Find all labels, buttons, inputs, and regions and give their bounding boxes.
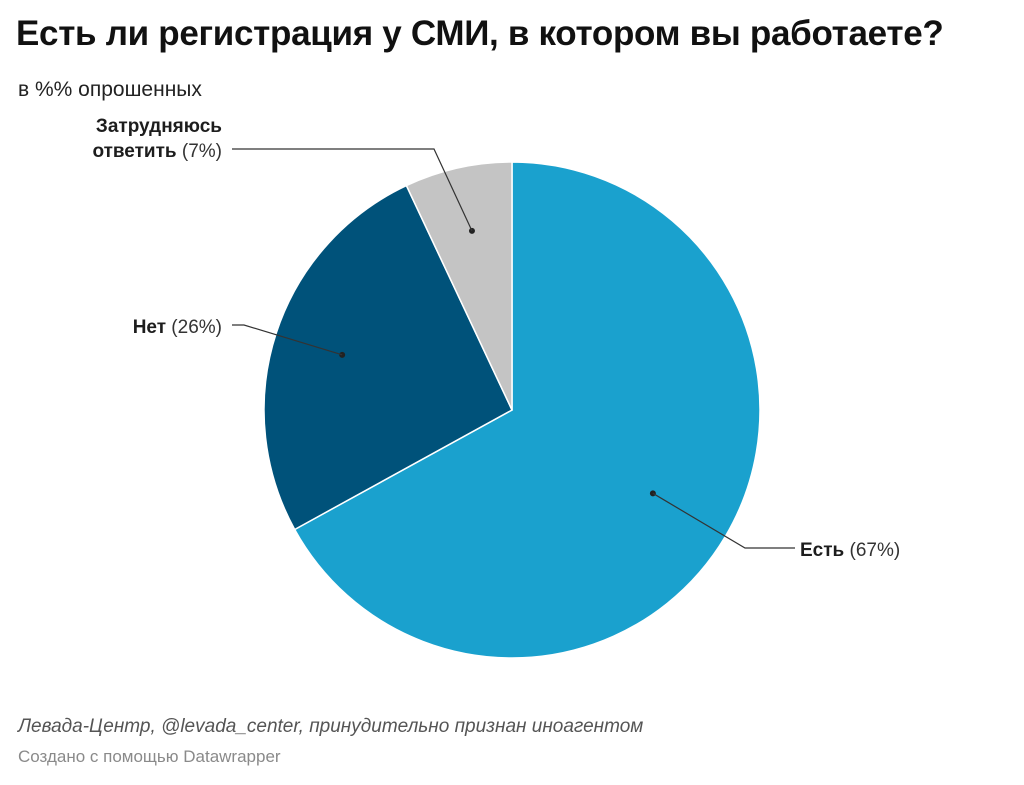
chart-subtitle: в %% опрошенных — [18, 78, 202, 101]
chart-title: Есть ли регистрация у СМИ, в котором вы … — [16, 14, 944, 53]
pie-slices — [263, 161, 761, 659]
pie-chart: Есть (67%) Нет (26%) Затрудняюсь ответить (… — [92, 116, 900, 659]
slice-value-1: (67%) — [844, 540, 900, 561]
pie-slice-3[interactable] — [405, 161, 513, 411]
credit-link[interactable]: Создано с помощью Datawrapper — [18, 747, 281, 766]
leader-line-1 — [652, 492, 795, 549]
pie-leader-lines — [232, 148, 795, 549]
slice-label-1: Есть (67%) — [800, 540, 900, 561]
slice-value-2: (26%) — [166, 317, 222, 338]
slice-label-3-line-2: ответить (7%) — [92, 141, 222, 162]
slice-label-2: Нет (26%) — [133, 317, 222, 338]
slice-value-3: (7%) — [177, 141, 222, 162]
slice-label-3-line-1: Затрудняюсь — [96, 116, 222, 137]
pie-slice-2[interactable] — [263, 184, 513, 531]
leader-line-3 — [232, 148, 473, 232]
pie-labels: Есть (67%) Нет (26%) Затрудняюсь ответить (… — [92, 116, 900, 561]
leader-line-2 — [232, 324, 343, 356]
source-note: Левада-Центр, @levada_center, принудител… — [18, 716, 644, 737]
